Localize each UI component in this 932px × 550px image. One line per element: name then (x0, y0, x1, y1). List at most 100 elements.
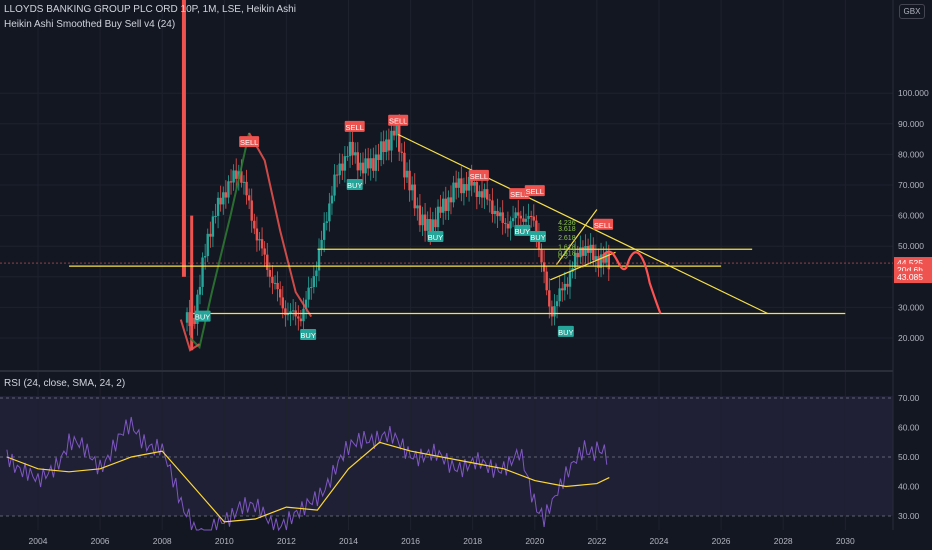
candle-body (291, 310, 295, 312)
candle-body (555, 301, 559, 307)
smoothed-ribbon-up (189, 132, 251, 350)
candle-body (271, 276, 274, 284)
signal-buy-text: BUY (428, 233, 443, 242)
signal-buy-text: BUY (530, 233, 545, 242)
candle-body (483, 189, 486, 198)
candle-body (545, 271, 548, 291)
candle-body (581, 247, 585, 256)
candle-body (322, 222, 326, 240)
price-marker-label: 20d 6h (897, 265, 923, 275)
candle-body (573, 252, 577, 269)
rsi-tick-label: 30.00 (898, 511, 920, 521)
candle-body (403, 152, 406, 178)
candle-body (478, 191, 481, 197)
candle-body (235, 170, 238, 179)
signal-buy-badge (346, 179, 363, 190)
candle-body (343, 156, 347, 171)
candle-body (558, 288, 561, 302)
candle-body (405, 170, 409, 178)
projected-path (602, 250, 662, 315)
candle-body (346, 156, 349, 158)
time-tick-label: 2014 (339, 536, 358, 546)
signal-sell-text: SELL (470, 172, 488, 181)
candle-body (592, 244, 595, 261)
candle-body (247, 195, 251, 201)
candle-body (203, 256, 207, 258)
price-tick-label: 100.000 (898, 88, 929, 98)
candle-body (449, 197, 453, 203)
candle-body (395, 125, 398, 136)
price-marker (894, 271, 932, 284)
time-tick-label: 2030 (836, 536, 855, 546)
candle-body (190, 215, 194, 351)
fib-level-label: 0.618 (558, 250, 576, 257)
candle-body (196, 294, 199, 324)
price-tick-label: 60.000 (898, 211, 924, 221)
candle-body (315, 270, 318, 277)
candle-body (366, 158, 370, 169)
candle-body (413, 184, 416, 209)
candle-body (408, 170, 411, 191)
signal-buy-badge (194, 310, 211, 322)
candle-body (485, 189, 489, 200)
candle-body (418, 205, 422, 226)
fib-ray (550, 251, 616, 281)
candle-body (444, 198, 447, 211)
candle-body (206, 233, 209, 257)
candle-body (501, 212, 504, 223)
signal-buy-text: BUY (195, 313, 210, 322)
candle-body (219, 197, 222, 205)
candle-body (307, 287, 310, 300)
candle-body (317, 249, 321, 271)
candle-body (268, 269, 272, 277)
candle-body (385, 139, 388, 153)
candle-body (597, 256, 600, 268)
candle-body (452, 182, 455, 203)
candle-body (216, 197, 220, 216)
candle-body (431, 219, 435, 233)
signal-sell-text: SELL (240, 138, 258, 147)
candle-body (364, 158, 367, 174)
currency-button[interactable]: GBX (899, 4, 925, 19)
signal-buy-text: BUY (347, 181, 362, 190)
candle-body (304, 299, 308, 309)
rsi-sma-line (6, 441, 610, 523)
candle-body (335, 174, 339, 176)
price-marker-label: 44.525 (897, 258, 923, 268)
rsi-title: RSI (24, close, SMA, 24, 2) (4, 378, 126, 389)
fib-level-label: 1.618 (558, 244, 576, 251)
candle-body (532, 216, 535, 221)
candle-body (359, 162, 362, 171)
candle-body (498, 212, 502, 217)
candle-body (258, 239, 261, 241)
candle-body (579, 247, 582, 258)
time-tick-label: 2006 (91, 536, 110, 546)
candle-body (493, 210, 497, 215)
candle-body (354, 152, 357, 156)
candle-body (522, 218, 525, 222)
candle-body (348, 141, 352, 157)
candle-body (242, 181, 246, 183)
candle-body (188, 312, 191, 327)
candle-body (302, 308, 305, 322)
time-tick-label: 2008 (153, 536, 172, 546)
candle-body (284, 308, 287, 316)
price-tick-label: 30.000 (898, 302, 924, 312)
candle-body (563, 283, 567, 291)
candle-body (540, 249, 543, 263)
candle-body (224, 192, 228, 198)
candle-body (511, 218, 515, 222)
candle-body (550, 306, 554, 317)
fib-level-label: 4.236 (558, 220, 576, 227)
smoothed-ribbon-down (179, 319, 201, 352)
candle-body (361, 162, 365, 174)
candle-body (524, 218, 528, 222)
price-tick-label: 20.000 (898, 333, 924, 343)
candle-body (439, 206, 442, 213)
candle-body (198, 286, 202, 295)
signal-sell-text: SELL (526, 187, 544, 196)
candle-body (568, 271, 572, 287)
candle-body (372, 158, 375, 171)
